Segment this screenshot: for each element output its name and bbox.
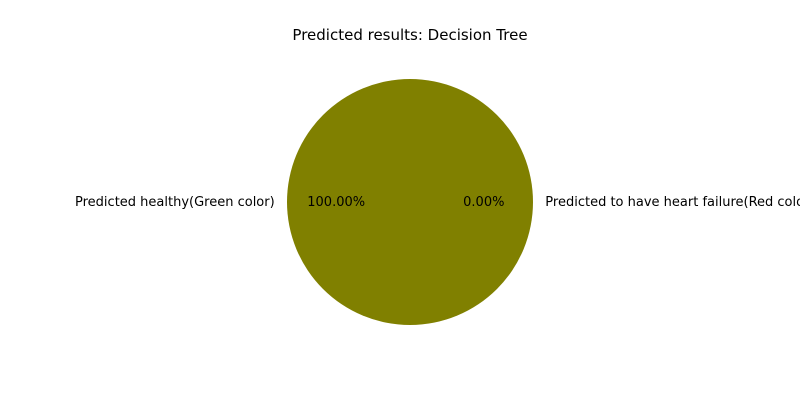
- chart-title: Predicted results: Decision Tree: [292, 26, 527, 44]
- pie-slices: [287, 79, 533, 325]
- pie-labels: Predicted healthy(Green color) 100.00% Pre…: [75, 195, 800, 210]
- slice-label-predicted-to-have-heart-failure-red-color: Predicted to have heart failure(Red colo…: [545, 195, 800, 210]
- slice-percent-predicted-healthy-green-color: 100.00%: [307, 195, 365, 210]
- slice-label-predicted-healthy-green-color: Predicted healthy(Green color): [75, 195, 275, 210]
- slice-percent-predicted-to-have-heart-failure-red-color: 0.00%: [463, 195, 504, 210]
- pie-slice-predicted-healthy-green-color: [287, 79, 533, 325]
